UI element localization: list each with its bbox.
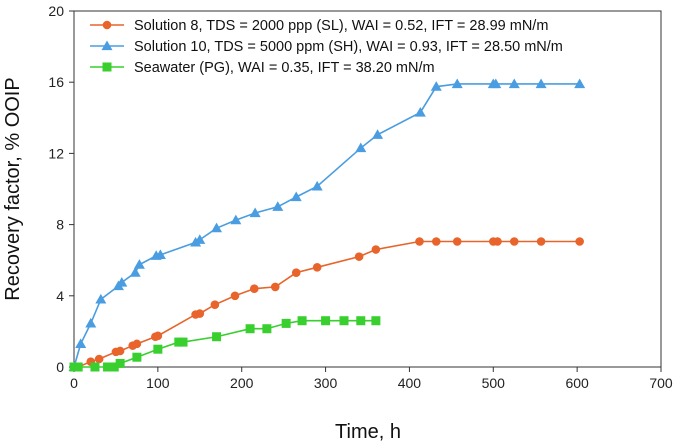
data-point <box>281 318 291 328</box>
data-point <box>75 338 87 348</box>
y-axis-title: Recovery factor, % OOIP <box>2 77 24 300</box>
y-tick-label: 8 <box>56 217 64 233</box>
data-point <box>430 81 442 91</box>
x-tick-label: 300 <box>314 375 338 391</box>
data-point <box>509 237 519 246</box>
data-point <box>115 358 125 368</box>
legend-label: Seawater (PG), WAI = 0.35, IFT = 38.20 m… <box>134 60 435 76</box>
data-point <box>356 316 366 326</box>
legend-entry-1: Solution 8, TDS = 2000 ppp (SL), WAI = 0… <box>90 18 548 34</box>
x-tick-label: 0 <box>70 375 78 391</box>
data-point <box>195 309 205 318</box>
data-point <box>290 191 302 202</box>
data-point <box>372 129 384 139</box>
plot-marks <box>68 78 586 372</box>
y-tick-label: 0 <box>56 359 64 375</box>
axes: 0 100 200 300 400 500 600 700 0 4 8 12 16 20 <box>48 3 672 391</box>
legend-marker <box>101 40 113 51</box>
data-point <box>178 337 188 347</box>
data-point <box>210 300 220 310</box>
x-tick-label: 500 <box>482 375 506 391</box>
data-point <box>154 249 166 259</box>
data-point <box>132 339 142 349</box>
data-point <box>272 201 284 211</box>
data-point <box>116 276 128 287</box>
data-point <box>490 78 502 89</box>
data-point <box>153 344 163 354</box>
legend-marker <box>102 62 112 72</box>
data-point <box>103 362 113 372</box>
data-point <box>535 78 547 89</box>
data-point <box>574 78 586 89</box>
x-tick-label: 600 <box>565 375 589 391</box>
plot-frame <box>73 10 662 368</box>
y-tick-label: 12 <box>48 145 64 161</box>
data-point <box>230 291 240 301</box>
data-point <box>115 346 125 356</box>
data-point <box>493 237 502 246</box>
y-tick-label: 20 <box>48 3 64 19</box>
data-point <box>270 282 280 292</box>
data-point <box>133 259 145 269</box>
data-point <box>90 362 100 372</box>
data-point <box>339 316 349 326</box>
data-point <box>249 207 261 218</box>
data-point <box>153 331 163 341</box>
data-point <box>291 268 301 277</box>
data-point <box>85 317 97 328</box>
data-point <box>211 222 223 233</box>
legend-entry-2: Solution 10, TDS = 5000 ppm (SH), WAI = … <box>90 39 563 55</box>
data-point <box>132 352 142 362</box>
data-point <box>452 237 462 246</box>
y-tick-label: 16 <box>48 74 64 90</box>
data-point <box>575 237 584 246</box>
x-tick-label: 400 <box>398 375 422 391</box>
legend-entry-3: Seawater (PG), WAI = 0.35, IFT = 38.20 m… <box>90 60 435 76</box>
data-point <box>109 362 119 372</box>
data-point <box>414 106 426 117</box>
data-point <box>311 180 323 191</box>
data-point <box>355 142 367 153</box>
series-line <box>74 240 580 368</box>
series-3 <box>69 316 381 372</box>
data-point <box>230 214 242 225</box>
data-point <box>129 267 141 277</box>
series-2 <box>68 78 586 372</box>
data-point <box>73 362 83 372</box>
legend: Solution 8, TDS = 2000 ppp (SL), WAI = 0… <box>90 18 563 76</box>
data-point <box>262 324 272 334</box>
legend-label: Solution 8, TDS = 2000 ppp (SL), WAI = 0… <box>134 18 548 34</box>
data-point <box>312 263 322 272</box>
data-point <box>95 293 107 304</box>
data-point <box>371 245 381 254</box>
y-tick-label: 4 <box>56 288 64 304</box>
legend-marker <box>102 20 112 30</box>
x-tick-label: 200 <box>230 375 254 391</box>
data-point <box>297 316 307 326</box>
data-point <box>321 316 331 326</box>
data-point <box>94 354 104 364</box>
x-tick-label: 700 <box>649 375 673 391</box>
data-point <box>354 252 364 261</box>
data-point <box>536 237 546 246</box>
data-point <box>415 237 424 246</box>
legend-label: Solution 10, TDS = 5000 ppm (SH), WAI = … <box>134 39 563 55</box>
data-point <box>249 284 259 293</box>
x-tick-label: 100 <box>146 375 170 391</box>
data-point <box>212 332 222 342</box>
data-point <box>371 316 381 326</box>
data-point <box>245 324 255 334</box>
data-point <box>451 78 463 89</box>
data-point <box>508 78 520 89</box>
series-1 <box>69 237 584 372</box>
data-point <box>431 237 441 246</box>
x-axis-title: Time, h <box>335 421 401 443</box>
data-point <box>194 234 206 244</box>
